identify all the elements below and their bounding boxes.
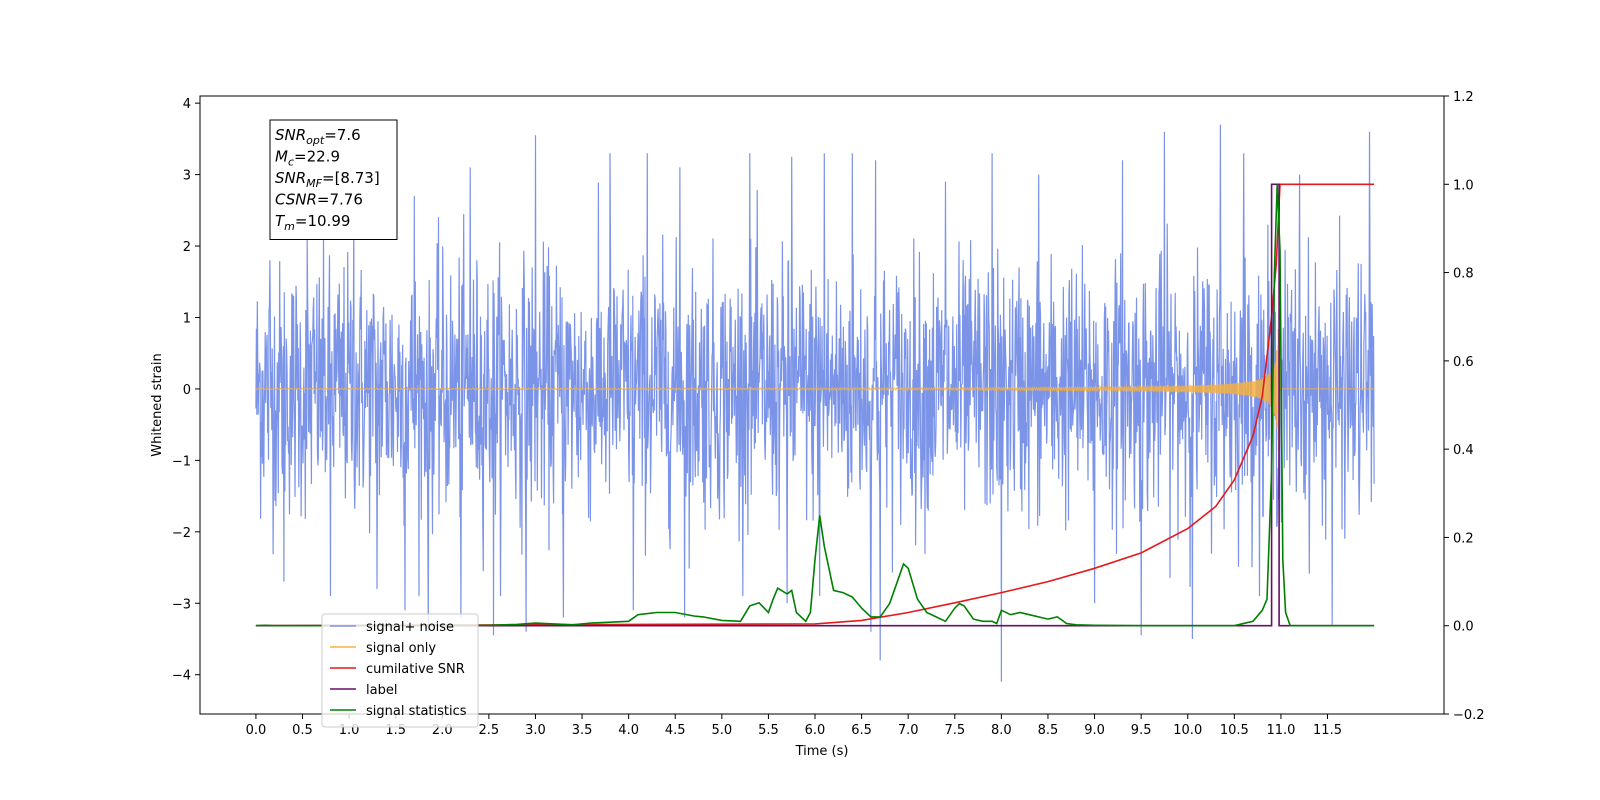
- annotation-symbol: M: [275, 148, 288, 166]
- y-axis-label: Whitened strain: [150, 353, 165, 456]
- annotation-line: SNRopt=7.6: [275, 126, 361, 147]
- x-tick-label: 7.0: [898, 723, 919, 738]
- legend-entry: signal only: [366, 641, 436, 656]
- y-tick-label: −3: [172, 597, 191, 612]
- x-tick-label: 4.5: [665, 723, 686, 738]
- y2-tick-label: −0.2: [1453, 708, 1485, 723]
- y2-tick-label: 1.0: [1453, 178, 1474, 193]
- series-signal-statistics-line: [255, 184, 1375, 627]
- annotation-symbol: SNR: [275, 169, 306, 187]
- annotation-line: CSNR=7.76: [275, 191, 363, 209]
- series-cumilative-snr-line: [255, 183, 1375, 627]
- y-tick-label: −2: [172, 526, 191, 541]
- x-tick-label: 3.5: [572, 723, 593, 738]
- x-tick-label: 11.0: [1266, 723, 1295, 738]
- legend-entry: signal+ noise: [366, 620, 454, 635]
- annotation-subscript: MF: [306, 177, 322, 190]
- annotation-frame: [269, 119, 398, 240]
- y2-tick-label: 0.2: [1453, 531, 1474, 546]
- x-axis-label: Time (s): [795, 744, 849, 759]
- y2-tick-label: 0.6: [1453, 355, 1474, 370]
- x-tick-label: 2.5: [479, 723, 500, 738]
- x-tick-label: 3.0: [525, 723, 546, 738]
- legend-entry: signal statistics: [366, 704, 467, 719]
- x-tick-label: 10.0: [1173, 723, 1202, 738]
- y-axis-left: 4 3 2 1 0 −1 −2 −3 −4: [172, 97, 200, 684]
- x-tick-label: 0.0: [246, 723, 267, 738]
- y-tick-label: 1: [183, 311, 191, 326]
- legend: signal+ noise signal only cumilative SNR la…: [321, 613, 479, 728]
- legend-frame: [321, 613, 479, 728]
- y2-tick-label: 0.8: [1453, 267, 1474, 282]
- x-tick-label: 7.5: [944, 723, 965, 738]
- x-tick-label: 10.5: [1220, 723, 1249, 738]
- x-tick-label: 5.0: [711, 723, 732, 738]
- annotation-value: =10.99: [295, 212, 351, 230]
- annotation-subscript: c: [288, 156, 294, 169]
- y-tick-label: 0: [183, 383, 191, 398]
- annotation-symbol: SNR: [275, 126, 306, 144]
- x-tick-label: 6.0: [805, 723, 826, 738]
- x-tick-label: 5.5: [758, 723, 779, 738]
- y-tick-label: 4: [183, 97, 191, 112]
- plot-frame: [199, 95, 1445, 715]
- annotation-subscript: m: [284, 220, 295, 233]
- x-tick-label: 11.5: [1313, 723, 1342, 738]
- y-tick-label: −1: [172, 454, 191, 469]
- y2-tick-label: 0.0: [1453, 620, 1474, 635]
- y2-tick-label: 0.4: [1453, 443, 1474, 458]
- annotation-line: Mc=22.9: [275, 148, 340, 169]
- annotation-box: SNRopt=7.6Mc=22.9SNRMF=[8.73]CSNR=7.76Tm…: [269, 119, 398, 240]
- x-tick-label: 8.5: [1038, 723, 1059, 738]
- annotation-line: Tm=10.99: [275, 212, 350, 233]
- y-tick-label: −4: [172, 669, 191, 684]
- annotation-subscript: opt: [306, 134, 325, 147]
- series-layer: [255, 124, 1375, 682]
- legend-entry: label: [366, 683, 397, 698]
- annotation-value: =[8.73]: [322, 169, 380, 187]
- x-tick-label: 9.0: [1084, 723, 1105, 738]
- annotation-value: =22.9: [294, 148, 340, 166]
- annotation-value: =7.6: [324, 126, 360, 144]
- x-tick-label: 4.0: [618, 723, 639, 738]
- y-tick-label: 3: [183, 169, 191, 184]
- annotation-symbol: CSNR: [275, 191, 317, 209]
- legend-entry: cumilative SNR: [366, 662, 465, 677]
- y-tick-label: 2: [183, 240, 191, 255]
- y-axis-right: 1.2 1.0 0.8 0.6 0.4 0.2 0.0 −0.2: [1444, 90, 1485, 723]
- series-signal-noise-line: [255, 124, 1375, 682]
- x-tick-label: 6.5: [851, 723, 872, 738]
- annotation-line: SNRMF=[8.73]: [275, 169, 380, 190]
- annotation-symbol: T: [275, 212, 286, 230]
- y2-tick-label: 1.2: [1453, 90, 1474, 105]
- x-tick-label: 8.0: [991, 723, 1012, 738]
- series-signal-only-line: [255, 296, 1375, 469]
- annotation-value: =7.76: [317, 191, 363, 209]
- x-tick-label: 0.5: [292, 723, 313, 738]
- x-tick-label: 9.5: [1131, 723, 1152, 738]
